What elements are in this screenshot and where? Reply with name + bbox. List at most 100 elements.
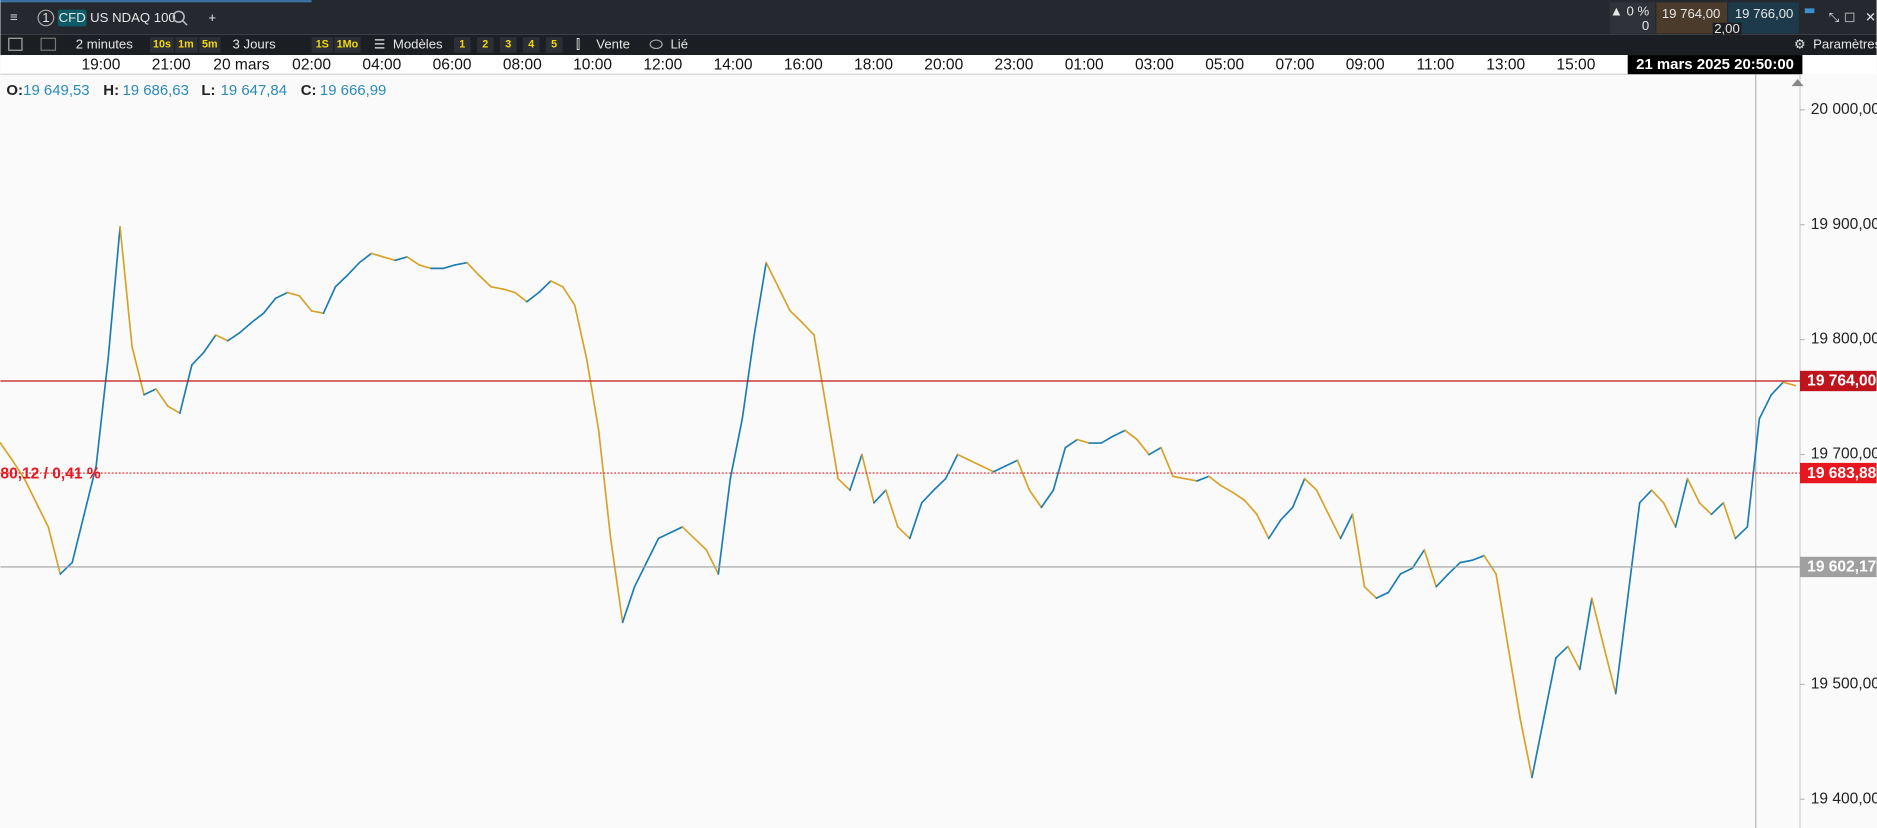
tab-number[interactable]: 1 bbox=[42, 10, 49, 25]
price-segment bbox=[645, 537, 660, 564]
price-segment bbox=[226, 331, 241, 342]
settings[interactable]: Paramètres bbox=[1813, 36, 1877, 51]
price-segment bbox=[920, 489, 935, 504]
layout-button[interactable]: 1 bbox=[459, 39, 465, 51]
layout-button[interactable]: 5 bbox=[551, 39, 557, 51]
price-segment bbox=[1650, 489, 1665, 504]
price-segment bbox=[1782, 381, 1797, 387]
spread-box bbox=[1712, 22, 1742, 35]
price-segment bbox=[346, 261, 361, 277]
layout-button-box[interactable] bbox=[499, 37, 517, 53]
price-segment bbox=[1028, 489, 1043, 509]
price-segment bbox=[155, 388, 169, 408]
price-segment bbox=[1471, 554, 1485, 562]
quick-interval[interactable]: 5m bbox=[202, 39, 218, 51]
shrink-icon[interactable]: ⤡ bbox=[1829, 9, 1840, 24]
price-segment bbox=[992, 465, 1007, 473]
quick-interval[interactable]: 1m bbox=[178, 39, 194, 51]
price-segment bbox=[286, 291, 301, 297]
price-segment bbox=[143, 388, 157, 396]
ohlc-label: O: bbox=[6, 82, 23, 99]
price-segment bbox=[1148, 446, 1162, 456]
layout-icon[interactable] bbox=[40, 37, 57, 51]
quick-interval[interactable]: 10s bbox=[153, 39, 171, 51]
price-segment bbox=[1710, 501, 1725, 516]
price-segment bbox=[179, 364, 193, 415]
settings-icon[interactable]: ⚙ bbox=[1794, 36, 1806, 51]
price-segment bbox=[968, 459, 983, 467]
price-segment bbox=[621, 585, 636, 624]
y-tick-label: 19 400,00 bbox=[1811, 790, 1877, 807]
price-segment bbox=[418, 264, 433, 270]
range-button[interactable]: 1Mo bbox=[337, 39, 359, 51]
range[interactable]: 3 Jours bbox=[233, 36, 277, 51]
level-label: 19 764,00 bbox=[1807, 373, 1877, 390]
instrument-badge: CFD bbox=[59, 10, 86, 25]
price-segment bbox=[1531, 716, 1545, 779]
price-segment bbox=[322, 285, 337, 315]
price-segment bbox=[1279, 506, 1294, 521]
quick-interval-box[interactable] bbox=[149, 37, 174, 53]
range-button[interactable]: 1S bbox=[316, 39, 329, 51]
range-button-box[interactable] bbox=[311, 37, 334, 53]
price-segment bbox=[358, 252, 373, 264]
price-segment bbox=[1626, 501, 1641, 600]
sell[interactable]: Vente bbox=[596, 36, 630, 51]
layout-button-box[interactable] bbox=[476, 37, 494, 53]
menu-icon[interactable]: ≡ bbox=[10, 9, 18, 24]
price-segment bbox=[1519, 716, 1533, 779]
restore-icon[interactable] bbox=[1844, 12, 1855, 23]
top-bar bbox=[0, 0, 1877, 35]
x-tick-label: 19:00 bbox=[81, 56, 120, 73]
ask-price[interactable]: 19 766,00 bbox=[1735, 6, 1794, 21]
quick-interval-box[interactable] bbox=[175, 37, 198, 53]
linked-icon[interactable] bbox=[649, 39, 663, 50]
x-tick-label: 23:00 bbox=[995, 56, 1034, 73]
bid-price[interactable]: 19 764,00 bbox=[1662, 6, 1721, 21]
layout-button-box[interactable] bbox=[453, 37, 471, 53]
x-tick-label: 20:00 bbox=[924, 56, 963, 73]
plot: 19:00 21:00 20 mars 02:00 04:00 06:00 08:00 10:… bbox=[0, 56, 1877, 807]
price-segment bbox=[490, 285, 504, 290]
x-tick-label: 13:00 bbox=[1486, 56, 1525, 73]
y-tick-label: 19 800,00 bbox=[1811, 331, 1877, 348]
add-tab[interactable]: + bbox=[208, 10, 216, 25]
range-button-box[interactable] bbox=[334, 37, 361, 53]
price-segment bbox=[657, 531, 672, 540]
templates-icon[interactable]: ☰ bbox=[374, 36, 386, 51]
price-segment bbox=[1698, 501, 1713, 516]
close-icon[interactable]: ✕ bbox=[1865, 9, 1876, 24]
layout-button[interactable]: 3 bbox=[505, 39, 511, 51]
templates[interactable]: Modèles bbox=[393, 36, 443, 51]
quick-interval-box[interactable] bbox=[199, 37, 221, 53]
linked[interactable]: Lié bbox=[670, 36, 688, 51]
list-icon[interactable] bbox=[8, 37, 23, 51]
price-segment bbox=[1052, 446, 1067, 491]
cursor-marker bbox=[1791, 78, 1804, 87]
price-segment bbox=[825, 405, 839, 480]
price-segment bbox=[1339, 513, 1354, 540]
window-icon[interactable] bbox=[1804, 8, 1815, 14]
price-segment bbox=[1567, 645, 1581, 671]
price-segment bbox=[741, 334, 756, 420]
price-segment bbox=[1543, 657, 1557, 719]
price-segment bbox=[1255, 513, 1270, 540]
price-segment bbox=[250, 312, 265, 324]
price-segment bbox=[394, 256, 409, 262]
layout-button-box[interactable] bbox=[545, 37, 563, 53]
layout-button[interactable]: 2 bbox=[482, 39, 488, 51]
price-segment bbox=[119, 226, 133, 348]
ohlc-label: L: bbox=[201, 82, 215, 99]
price-segment bbox=[11, 459, 26, 480]
interval[interactable]: 2 minutes bbox=[76, 36, 133, 51]
price-segment bbox=[1076, 438, 1091, 444]
sell-icon[interactable]: ⫿ bbox=[576, 36, 580, 51]
layout-button-box[interactable] bbox=[522, 37, 540, 53]
search-icon[interactable] bbox=[172, 10, 185, 23]
x-tick-label: 15:00 bbox=[1556, 56, 1595, 73]
price-segment bbox=[310, 310, 325, 315]
instrument-name[interactable]: US NDAQ 100 bbox=[90, 10, 176, 25]
price-segment bbox=[1303, 477, 1318, 491]
price-segment bbox=[1507, 645, 1521, 719]
layout-button[interactable]: 4 bbox=[528, 39, 534, 51]
